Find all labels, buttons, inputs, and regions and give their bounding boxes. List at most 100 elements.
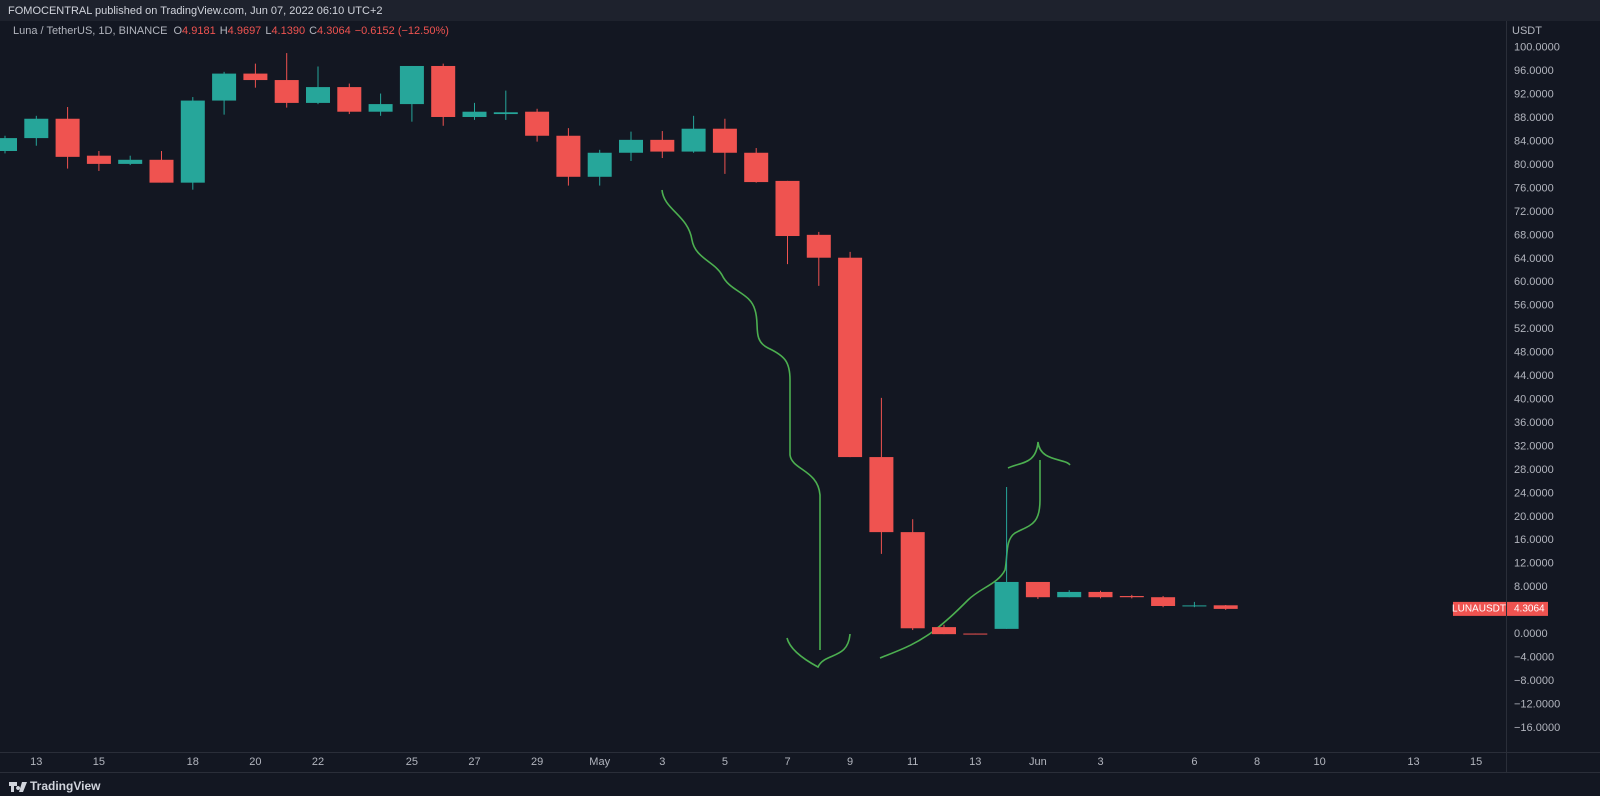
candle-body xyxy=(838,257,863,458)
y-tick-label: 48.0000 xyxy=(1514,347,1554,359)
x-tick-label: 7 xyxy=(784,756,790,768)
y-tick-label: 92.0000 xyxy=(1514,89,1554,101)
candle-body xyxy=(368,104,393,112)
y-tick-label: 36.0000 xyxy=(1514,417,1554,429)
x-tick-label: 27 xyxy=(468,756,480,768)
legend: Luna / TetherUS, 1D, BINANCE O4.9181 H4.96… xyxy=(13,25,449,37)
candle-body xyxy=(712,128,737,153)
candle-body xyxy=(1213,605,1238,609)
x-tick-label: 15 xyxy=(93,756,105,768)
y-tick-label: 20.0000 xyxy=(1514,511,1554,523)
logo xyxy=(9,782,27,792)
legend-value: 4.9181 xyxy=(182,25,216,37)
drawn-arrow xyxy=(661,189,821,650)
legend-value: 4.3064 xyxy=(317,25,351,37)
candle-body xyxy=(86,155,111,164)
x-tick-label: 10 xyxy=(1313,756,1325,768)
candle-body xyxy=(869,457,894,533)
legend-value: 4.9697 xyxy=(228,25,262,37)
candle-body xyxy=(243,73,268,81)
candle-body xyxy=(274,80,299,103)
y-tick-label: −12.0000 xyxy=(1514,698,1560,710)
y-tick-label: 44.0000 xyxy=(1514,370,1554,382)
y-tick-label: 96.0000 xyxy=(1514,65,1554,77)
y-tick-label: 88.0000 xyxy=(1514,112,1554,124)
legend-label: O xyxy=(173,25,182,37)
price-tag-bg xyxy=(1507,601,1548,616)
x-tick-label: May xyxy=(589,756,610,768)
candle-body xyxy=(619,139,643,153)
y-tick-label: 80.0000 xyxy=(1514,159,1554,171)
y-tick-label: 60.0000 xyxy=(1514,276,1554,288)
y-tick-label: 28.0000 xyxy=(1514,464,1554,476)
x-tick-label: 9 xyxy=(847,756,853,768)
legend-value: 4.1390 xyxy=(271,25,305,37)
candle-body xyxy=(681,128,706,152)
candle-body xyxy=(1057,591,1082,598)
brand: TradingView xyxy=(30,779,101,793)
candle-body xyxy=(431,65,456,117)
publisher: FOMOCENTRAL published on TradingView.com… xyxy=(8,5,383,17)
x-tick-label: 25 xyxy=(406,756,418,768)
price-tag-bg xyxy=(1453,601,1506,616)
candle-body xyxy=(1182,605,1207,607)
x-tick-label: 11 xyxy=(907,756,918,768)
y-tick-label: 12.0000 xyxy=(1514,558,1554,570)
symbol: Luna / TetherUS, 1D, BINANCE xyxy=(13,25,167,37)
candle-body xyxy=(149,159,174,183)
drawn-brace xyxy=(786,633,851,669)
y-tick-label: 100.0000 xyxy=(1514,42,1560,54)
x-tick-label: 29 xyxy=(531,756,543,768)
y-tick-label: 76.0000 xyxy=(1514,182,1554,194)
y-tick-label: −4.0000 xyxy=(1514,652,1554,664)
candle-body xyxy=(462,111,487,117)
legend-change: −0.6152 (−12.50%) xyxy=(355,25,449,37)
candle-body xyxy=(337,87,362,112)
candle-body xyxy=(24,118,49,139)
y-tick-label: 68.0000 xyxy=(1514,229,1554,241)
x-tick-label: 13 xyxy=(969,756,981,768)
y-tick-label: 56.0000 xyxy=(1514,300,1554,312)
x-tick-label: 20 xyxy=(249,756,261,768)
candle-body xyxy=(1119,596,1144,598)
candle-body xyxy=(932,627,956,635)
legend-label: L xyxy=(265,25,271,37)
candle-body xyxy=(399,65,424,105)
y-tick-label: 84.0000 xyxy=(1514,136,1554,148)
x-tick-label: 13 xyxy=(1407,756,1419,768)
x-tick-label: 6 xyxy=(1191,756,1197,768)
x-tick-label: Jun xyxy=(1029,756,1047,768)
legend-label: H xyxy=(220,25,228,37)
candle-body xyxy=(525,111,550,136)
candle-body xyxy=(587,152,612,177)
price-tag-value: 4.3064 xyxy=(1514,604,1545,615)
candle-body xyxy=(556,135,581,177)
y-tick-label: 72.0000 xyxy=(1514,206,1554,218)
drawn-brace xyxy=(1007,441,1071,469)
y-tick-label: −16.0000 xyxy=(1514,722,1560,734)
x-tick-label: 8 xyxy=(1254,756,1260,768)
y-tick-label: −8.0000 xyxy=(1514,675,1554,687)
candle-body xyxy=(900,532,925,629)
y-tick-label: 40.0000 xyxy=(1514,394,1554,406)
candle-body xyxy=(806,234,831,258)
legend-label: C xyxy=(309,25,317,37)
candle-body xyxy=(306,87,330,103)
candle-body xyxy=(650,139,675,152)
x-tick-label: 3 xyxy=(1097,756,1103,768)
candle-body xyxy=(180,100,205,183)
y-tick-label: 24.0000 xyxy=(1514,487,1554,499)
y-tick-label: 32.0000 xyxy=(1514,440,1554,452)
candle-body xyxy=(1151,597,1176,606)
header-bar xyxy=(0,0,1600,21)
candle-body xyxy=(55,118,80,157)
candle-body xyxy=(493,112,518,115)
annotation xyxy=(661,189,1071,669)
y-tick-label: 8.0000 xyxy=(1514,581,1548,593)
candle-body xyxy=(212,73,237,101)
y-tick-label: 0.0000 xyxy=(1514,628,1548,640)
price-tag-ticker: LUNAUSDT xyxy=(1452,604,1506,615)
candle-body xyxy=(775,180,800,237)
